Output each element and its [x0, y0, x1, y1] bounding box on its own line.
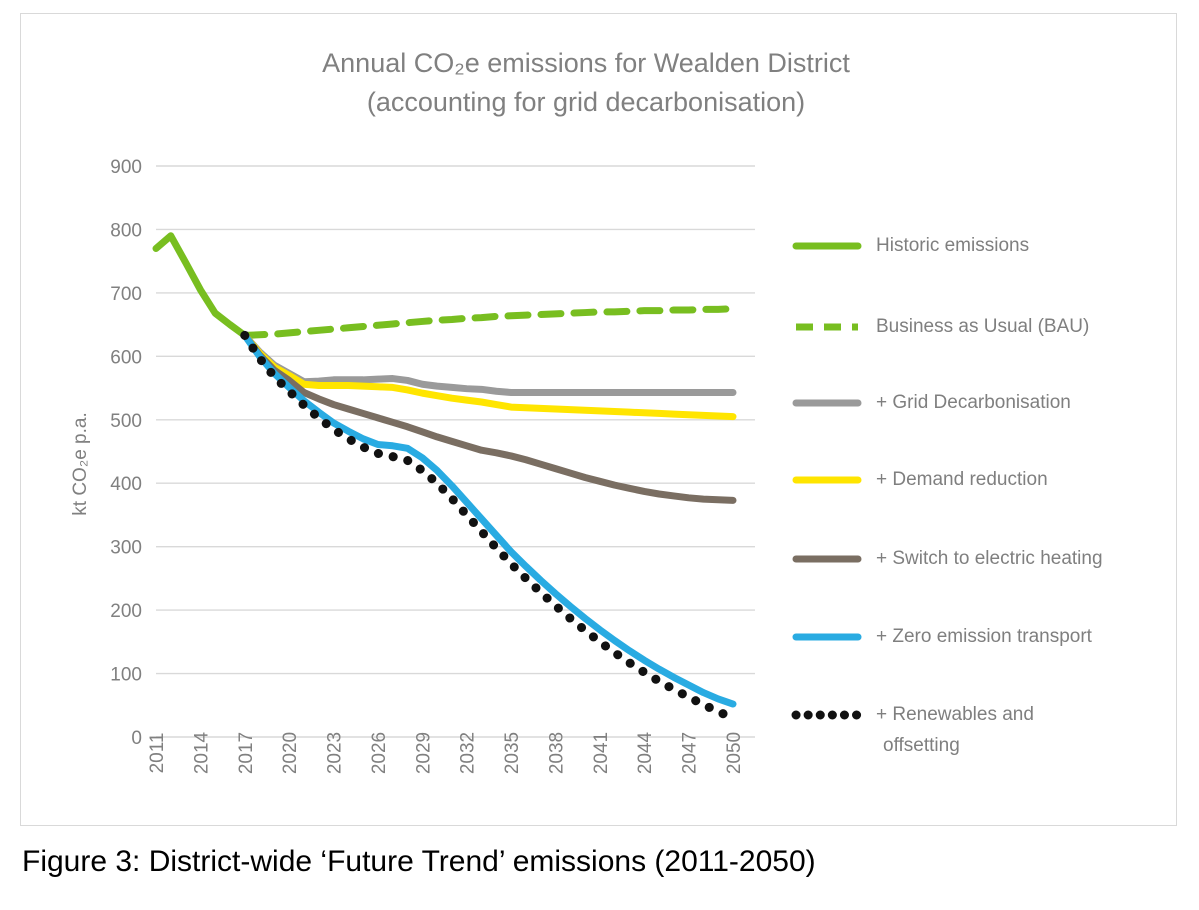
- y-tick-label: 500: [110, 411, 142, 432]
- y-tick-label: 600: [110, 347, 142, 368]
- y-tick-label: 100: [110, 665, 142, 686]
- x-tick-label: 2047: [680, 732, 701, 774]
- x-axis-ticks: 2011 2014 2017 2020 2023 2026 2029 2032 2035 2038…: [147, 731, 745, 774]
- y-tick-label: 400: [110, 474, 142, 495]
- y-axis-ticks: 0 100 200 300 400 500 600 700 800 900: [110, 157, 142, 749]
- legend-label: + Renewables and: [876, 704, 1034, 725]
- chart-legend: Historic emissions Business as Usual (BAU…: [791, 235, 1103, 756]
- chart-title-line1: Annual CO₂e emissions for Wealden Distri…: [322, 48, 850, 78]
- y-axis-title: kt CO₂e p.a.: [70, 412, 91, 515]
- legend-label: + Zero emission transport: [876, 626, 1093, 647]
- chart-title: Annual CO₂e emissions for Wealden Distri…: [322, 48, 850, 117]
- series-line-0: [152, 232, 249, 339]
- y-tick-label: 700: [110, 284, 142, 305]
- series-line-5: [241, 331, 737, 708]
- x-tick-label: 2044: [635, 731, 656, 774]
- y-axis-title-text: kt CO₂e p.a.: [70, 412, 91, 515]
- y-tick-label: 800: [110, 220, 142, 241]
- y-tick-label: 0: [131, 728, 142, 749]
- series-line-1: [241, 305, 737, 339]
- gridlines: [156, 165, 755, 738]
- x-tick-label: 2050: [724, 732, 745, 774]
- x-tick-label: 2023: [325, 732, 346, 774]
- x-tick-label: 2032: [458, 732, 479, 774]
- chart-title-line2: (accounting for grid decarbonisation): [367, 87, 805, 117]
- x-tick-label: 2014: [191, 731, 212, 774]
- y-tick-label: 300: [110, 538, 142, 559]
- legend-label: + Grid Decarbonisation: [876, 392, 1071, 413]
- x-tick-label: 2041: [591, 732, 612, 774]
- series-lines: [152, 232, 738, 723]
- series-line-4: [241, 331, 737, 504]
- y-tick-label: 200: [110, 601, 142, 622]
- figure-caption: Figure 3: District-wide ‘Future Trend’ e…: [22, 845, 816, 878]
- legend-label: Business as Usual (BAU): [876, 316, 1089, 337]
- legend-label-line2: offsetting: [883, 735, 960, 756]
- series-line-6: [240, 330, 738, 723]
- legend-label: + Demand reduction: [876, 469, 1048, 490]
- x-tick-label: 2026: [369, 732, 390, 774]
- legend-label: + Switch to electric heating: [876, 548, 1103, 569]
- figure-frame: Annual CO₂e emissions for Wealden Distri…: [20, 13, 1177, 826]
- x-tick-label: 2029: [413, 732, 434, 774]
- series-line-2: [241, 331, 737, 396]
- y-tick-label: 900: [110, 157, 142, 178]
- legend-label: Historic emissions: [876, 235, 1029, 256]
- x-tick-label: 2011: [147, 733, 168, 774]
- series-line-3: [241, 331, 737, 421]
- emissions-line-chart: Annual CO₂e emissions for Wealden Distri…: [70, 48, 1103, 774]
- x-tick-label: 2020: [280, 732, 301, 774]
- x-tick-label: 2017: [236, 732, 257, 774]
- x-tick-label: 2038: [546, 732, 567, 774]
- x-tick-label: 2035: [502, 732, 523, 774]
- chart-canvas: Annual CO₂e emissions for Wealden Distri…: [21, 14, 1178, 827]
